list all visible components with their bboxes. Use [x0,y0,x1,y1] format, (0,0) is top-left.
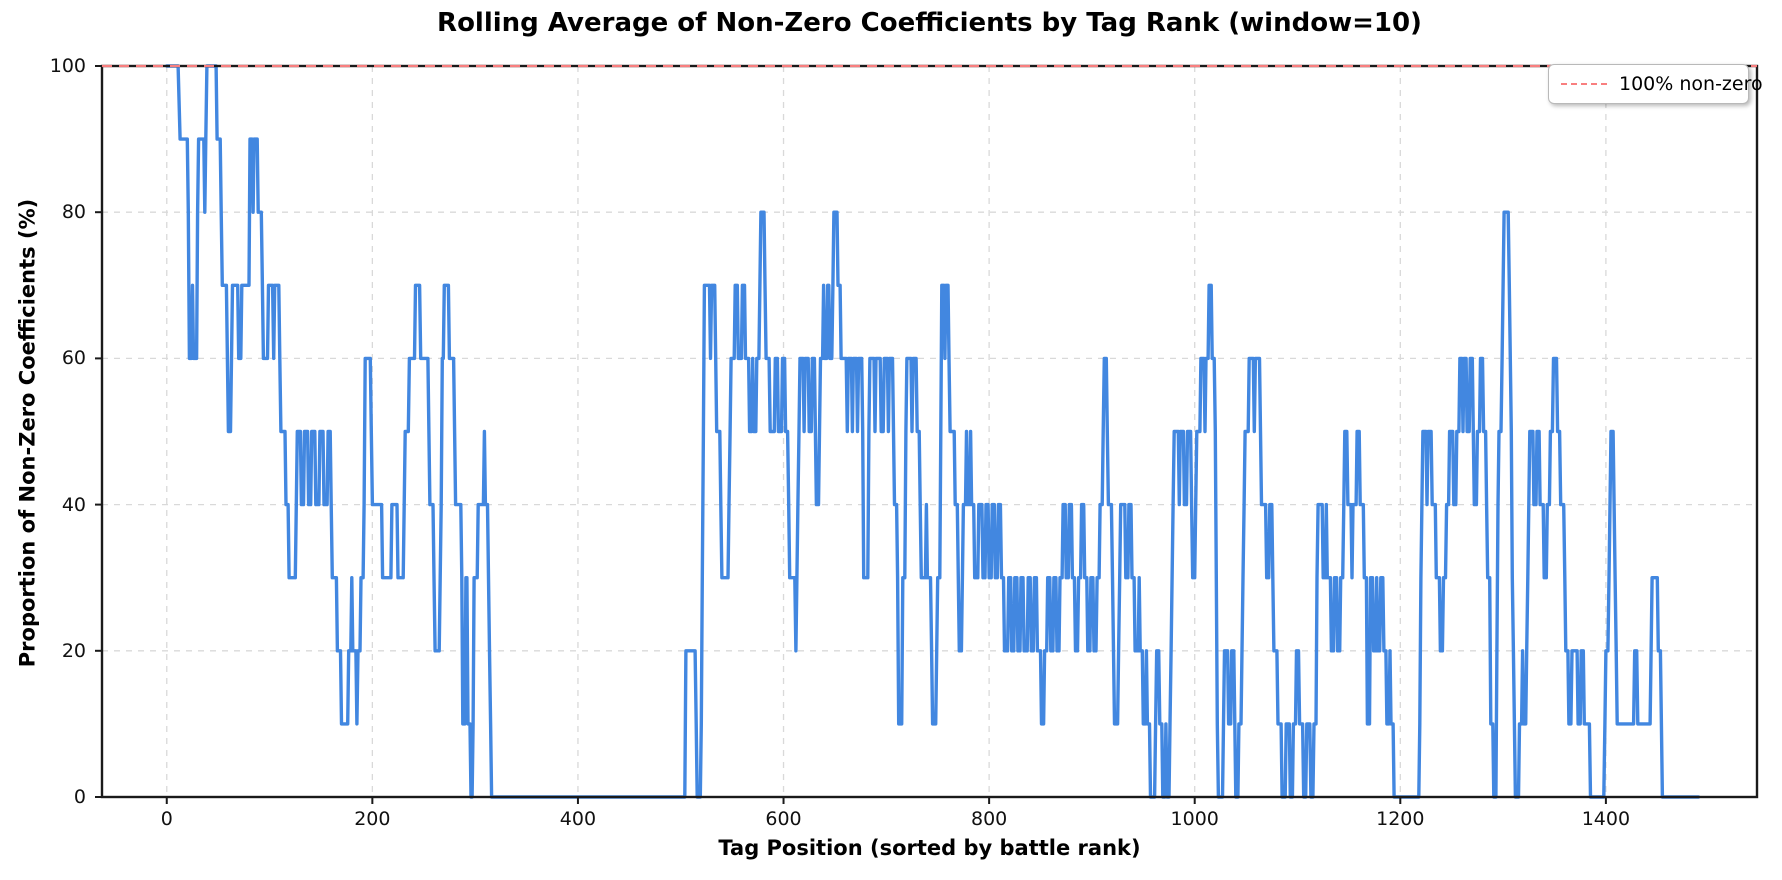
y-tick-label: 40 [61,493,86,516]
y-tick-label: 80 [61,201,86,224]
chart-title: Rolling Average of Non-Zero Coefficients… [437,8,1422,38]
legend-dashed-line-swatch [1561,83,1607,85]
x-tick-label: 600 [765,808,802,830]
x-tick-label: 400 [559,808,597,830]
x-tick-label: 1200 [1376,808,1425,830]
y-tick-label: 100 [49,55,86,77]
x-tick-label: 0 [160,808,173,830]
y-tick-label: 20 [61,639,86,662]
x-tick-label: 1000 [1170,808,1219,830]
x-axis-label: Tag Position (sorted by battle rank) [718,836,1141,860]
axes-spines [100,64,1759,799]
rolling-average-line [165,64,1701,799]
x-tick-label: 200 [354,808,391,830]
x-tick-label: 800 [970,808,1008,830]
y-tick-label: 0 [73,786,86,808]
legend-label: 100% non-zero [1619,73,1763,95]
y-axis-label: Proportion of Non-Zero Coefficients (%) [15,198,40,668]
legend: 100% non-zero [1548,64,1763,104]
y-tick-label: 60 [61,347,86,370]
x-tick-label: 1400 [1581,808,1631,830]
